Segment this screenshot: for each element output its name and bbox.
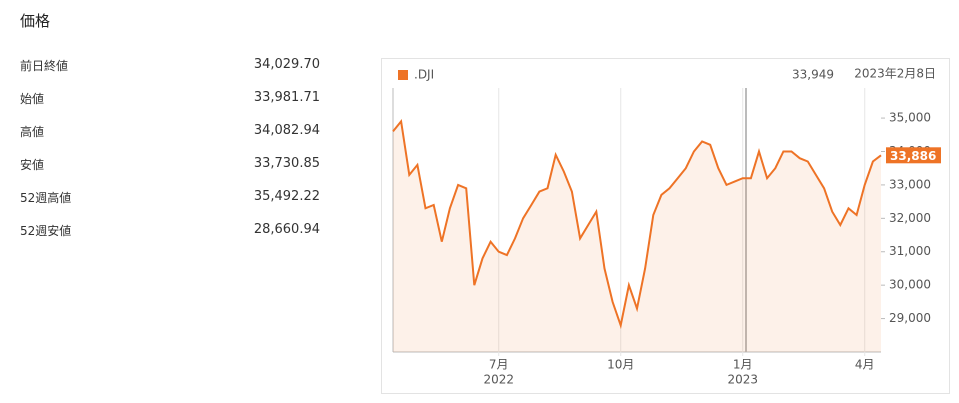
y-tick-label: 30,000 bbox=[889, 278, 931, 292]
crosshair-value: 33,949 bbox=[792, 68, 834, 82]
stat-value: 33,981.71 bbox=[253, 90, 320, 105]
stat-label: 52週高値 bbox=[20, 191, 72, 205]
section-title: 価格 bbox=[20, 12, 51, 30]
x-tick-label: 4月 bbox=[855, 358, 875, 372]
y-tick-label: 29,000 bbox=[889, 311, 931, 325]
line bbox=[392, 119, 882, 330]
stat-value: 34,029.70 bbox=[253, 57, 320, 72]
x-tick-label: 10月 bbox=[607, 358, 634, 372]
last-value-label: 33,886 bbox=[890, 149, 936, 163]
x-tick-label: 1月 bbox=[733, 358, 753, 372]
stat-label: 高値 bbox=[20, 125, 45, 139]
last-value-tag bbox=[886, 147, 941, 164]
stat-label: 前日終値 bbox=[20, 59, 69, 73]
crosshair-date: 2023年2月8日 bbox=[854, 67, 936, 81]
legend-swatch bbox=[398, 70, 408, 80]
stat-label: 始値 bbox=[20, 92, 45, 106]
stat-value: 34,082.94 bbox=[253, 123, 320, 138]
area bbox=[393, 121, 881, 353]
stat-label: 安値 bbox=[20, 158, 45, 172]
y-tick-label: 35,000 bbox=[889, 111, 931, 125]
y-tick-label: 32,000 bbox=[889, 211, 931, 225]
stat-value: 35,492.22 bbox=[253, 189, 320, 204]
x-year-label: 2023 bbox=[727, 373, 758, 387]
stat-value: 33,730.85 bbox=[253, 156, 320, 171]
stat-value: 28,660.94 bbox=[253, 222, 320, 237]
y-tick-label: 33,000 bbox=[889, 177, 931, 191]
stat-label: 52週安値 bbox=[20, 224, 72, 238]
x-year-label: 2022 bbox=[483, 373, 514, 387]
chart-frame bbox=[381, 58, 950, 394]
legend-label: .DJI bbox=[414, 68, 434, 82]
y-tick-label: 31,000 bbox=[889, 244, 931, 258]
x-tick-label: 7月 bbox=[489, 358, 509, 372]
